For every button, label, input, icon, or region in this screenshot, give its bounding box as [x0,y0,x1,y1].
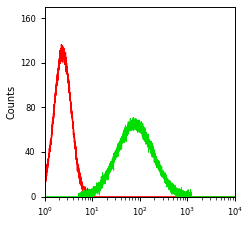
Y-axis label: Counts: Counts [7,85,17,119]
